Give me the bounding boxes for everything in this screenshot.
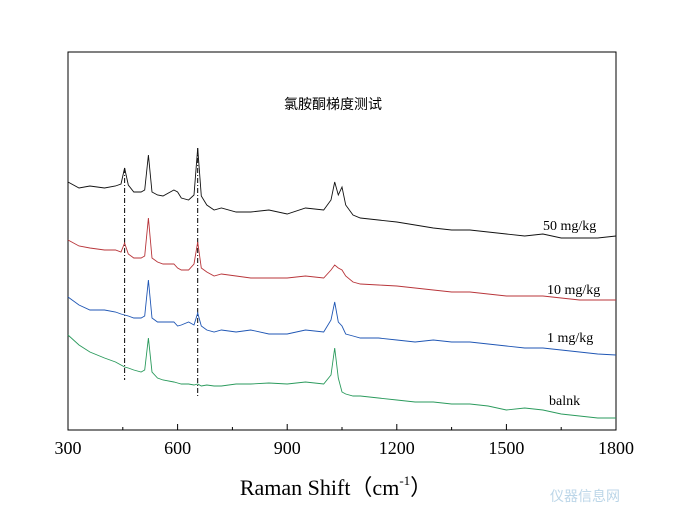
x-tick-label: 900 xyxy=(274,438,301,458)
series-label: 10 mg/kg xyxy=(547,283,600,298)
x-tick-label: 600 xyxy=(164,438,191,458)
x-tick-label: 1500 xyxy=(488,438,524,458)
x-label-end: ） xyxy=(410,475,432,500)
x-tick-label: 1200 xyxy=(379,438,415,458)
spectrum-line xyxy=(67,334,616,419)
chart-title: 氯胺酮梯度测试 xyxy=(284,97,382,113)
x-tick-label: 1800 xyxy=(598,438,634,458)
series-label: 50 mg/kg xyxy=(543,219,596,234)
x-label-text: Raman Shift（cm xyxy=(240,475,399,500)
x-label-sup: -1 xyxy=(399,473,410,488)
series-label: 1 mg/kg xyxy=(547,331,593,346)
spectrum-line xyxy=(67,279,617,356)
watermark: 仪器信息网 xyxy=(550,488,620,505)
series-label: balnk xyxy=(549,394,580,409)
x-tick-label: 300 xyxy=(55,438,82,458)
x-axis-label: Raman Shift（cm-1） xyxy=(240,473,432,500)
spectrum-line xyxy=(67,147,617,239)
spectrum-line xyxy=(67,217,616,301)
